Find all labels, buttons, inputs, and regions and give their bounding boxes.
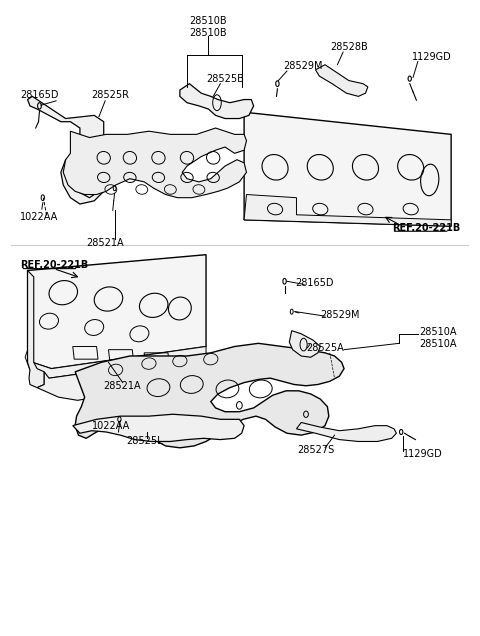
Text: 28510A
28510A: 28510A 28510A	[419, 328, 457, 349]
Text: REF.20-221B: REF.20-221B	[21, 261, 89, 270]
Polygon shape	[27, 270, 44, 388]
Text: 28165D: 28165D	[21, 90, 59, 100]
Polygon shape	[289, 331, 320, 357]
Text: 28528B: 28528B	[330, 42, 368, 52]
Text: 28525R: 28525R	[91, 90, 129, 100]
Text: 1022AA: 1022AA	[92, 420, 130, 431]
Polygon shape	[73, 414, 244, 441]
Text: 28529M: 28529M	[320, 310, 360, 320]
Polygon shape	[63, 128, 247, 198]
Polygon shape	[244, 112, 451, 226]
Text: 28510B
28510B: 28510B 28510B	[190, 16, 227, 38]
Polygon shape	[25, 347, 206, 378]
Polygon shape	[37, 356, 206, 400]
Text: REF.20-221B: REF.20-221B	[392, 223, 460, 233]
Text: 28527S: 28527S	[297, 445, 334, 455]
Polygon shape	[297, 422, 396, 441]
Text: 1022AA: 1022AA	[21, 212, 59, 222]
Text: 28525L: 28525L	[126, 436, 163, 446]
Text: 28165D: 28165D	[296, 278, 334, 288]
Text: 1129GD: 1129GD	[412, 52, 451, 62]
Polygon shape	[244, 195, 451, 226]
Polygon shape	[315, 65, 368, 97]
Text: 28525A: 28525A	[306, 343, 344, 353]
Text: 28521A: 28521A	[104, 381, 141, 391]
Text: 1129GD: 1129GD	[403, 449, 443, 459]
Polygon shape	[27, 97, 106, 204]
Polygon shape	[180, 84, 253, 118]
Text: 28529M: 28529M	[283, 61, 323, 71]
Text: 28521A: 28521A	[86, 238, 124, 248]
Polygon shape	[75, 343, 344, 448]
Polygon shape	[27, 254, 206, 369]
Text: 28525B: 28525B	[206, 74, 244, 84]
